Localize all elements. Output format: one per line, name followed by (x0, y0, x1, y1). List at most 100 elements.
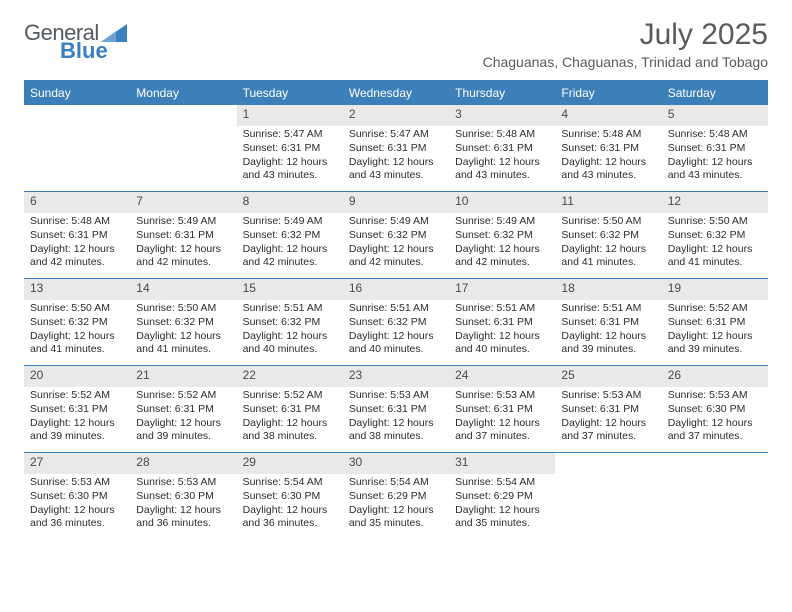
daylight-text: Daylight: 12 hours and 43 minutes. (349, 156, 443, 184)
sunrise-text: Sunrise: 5:50 AM (136, 302, 230, 316)
sunset-text: Sunset: 6:31 PM (30, 229, 124, 243)
day-number: 10 (449, 192, 555, 213)
calendar-cell: 15Sunrise: 5:51 AMSunset: 6:32 PMDayligh… (237, 279, 343, 365)
sunrise-text: Sunrise: 5:49 AM (243, 215, 337, 229)
day-number (662, 453, 768, 458)
daylight-text: Daylight: 12 hours and 38 minutes. (243, 417, 337, 445)
logo-text-block: General Blue (24, 22, 127, 62)
daylight-text: Daylight: 12 hours and 42 minutes. (30, 243, 124, 271)
daylight-text: Daylight: 12 hours and 35 minutes. (349, 504, 443, 532)
sunrise-text: Sunrise: 5:50 AM (30, 302, 124, 316)
calendar-cell: 17Sunrise: 5:51 AMSunset: 6:31 PMDayligh… (449, 279, 555, 365)
calendar-cell: 28Sunrise: 5:53 AMSunset: 6:30 PMDayligh… (130, 453, 236, 539)
day-data: Sunrise: 5:47 AMSunset: 6:31 PMDaylight:… (343, 126, 449, 187)
sunrise-text: Sunrise: 5:47 AM (243, 128, 337, 142)
daylight-text: Daylight: 12 hours and 41 minutes. (30, 330, 124, 358)
daylight-text: Daylight: 12 hours and 43 minutes. (561, 156, 655, 184)
day-number: 7 (130, 192, 236, 213)
sunrise-text: Sunrise: 5:48 AM (561, 128, 655, 142)
sunset-text: Sunset: 6:32 PM (561, 229, 655, 243)
sunset-text: Sunset: 6:31 PM (349, 142, 443, 156)
calendar-cell: 27Sunrise: 5:53 AMSunset: 6:30 PMDayligh… (24, 453, 130, 539)
sunrise-text: Sunrise: 5:52 AM (668, 302, 762, 316)
calendar-week: 27Sunrise: 5:53 AMSunset: 6:30 PMDayligh… (24, 452, 768, 539)
calendar-cell: 10Sunrise: 5:49 AMSunset: 6:32 PMDayligh… (449, 192, 555, 278)
sunrise-text: Sunrise: 5:51 AM (455, 302, 549, 316)
calendar-cell: 29Sunrise: 5:54 AMSunset: 6:30 PMDayligh… (237, 453, 343, 539)
day-header-row: Sunday Monday Tuesday Wednesday Thursday… (24, 82, 768, 105)
daylight-text: Daylight: 12 hours and 35 minutes. (455, 504, 549, 532)
day-header-thursday: Thursday (449, 82, 555, 105)
day-number: 31 (449, 453, 555, 474)
day-data: Sunrise: 5:48 AMSunset: 6:31 PMDaylight:… (449, 126, 555, 187)
day-number: 30 (343, 453, 449, 474)
header: General Blue July 2025 Chaguanas, Chagua… (24, 18, 768, 70)
daylight-text: Daylight: 12 hours and 36 minutes. (30, 504, 124, 532)
day-header-sunday: Sunday (24, 82, 130, 105)
sunset-text: Sunset: 6:31 PM (561, 142, 655, 156)
sunrise-text: Sunrise: 5:48 AM (455, 128, 549, 142)
day-data: Sunrise: 5:53 AMSunset: 6:31 PMDaylight:… (555, 387, 661, 448)
day-data: Sunrise: 5:53 AMSunset: 6:31 PMDaylight:… (449, 387, 555, 448)
sunset-text: Sunset: 6:31 PM (668, 316, 762, 330)
sunset-text: Sunset: 6:31 PM (136, 403, 230, 417)
day-number: 25 (555, 366, 661, 387)
daylight-text: Daylight: 12 hours and 39 minutes. (561, 330, 655, 358)
day-number (130, 105, 236, 110)
sunset-text: Sunset: 6:32 PM (455, 229, 549, 243)
location-text: Chaguanas, Chaguanas, Trinidad and Tobag… (483, 54, 768, 70)
day-data: Sunrise: 5:53 AMSunset: 6:31 PMDaylight:… (343, 387, 449, 448)
day-number: 1 (237, 105, 343, 126)
calendar-week: 13Sunrise: 5:50 AMSunset: 6:32 PMDayligh… (24, 278, 768, 365)
daylight-text: Daylight: 12 hours and 41 minutes. (136, 330, 230, 358)
day-number: 18 (555, 279, 661, 300)
sunrise-text: Sunrise: 5:47 AM (349, 128, 443, 142)
sunrise-text: Sunrise: 5:49 AM (136, 215, 230, 229)
daylight-text: Daylight: 12 hours and 40 minutes. (243, 330, 337, 358)
sunrise-text: Sunrise: 5:51 AM (243, 302, 337, 316)
sunrise-text: Sunrise: 5:48 AM (30, 215, 124, 229)
calendar-cell: 8Sunrise: 5:49 AMSunset: 6:32 PMDaylight… (237, 192, 343, 278)
sunset-text: Sunset: 6:31 PM (243, 142, 337, 156)
sunset-text: Sunset: 6:32 PM (668, 229, 762, 243)
logo: General Blue (24, 22, 127, 62)
day-header-wednesday: Wednesday (343, 82, 449, 105)
calendar-cell: 7Sunrise: 5:49 AMSunset: 6:31 PMDaylight… (130, 192, 236, 278)
day-data: Sunrise: 5:52 AMSunset: 6:31 PMDaylight:… (24, 387, 130, 448)
day-number: 21 (130, 366, 236, 387)
day-data: Sunrise: 5:51 AMSunset: 6:31 PMDaylight:… (555, 300, 661, 361)
sunrise-text: Sunrise: 5:53 AM (349, 389, 443, 403)
daylight-text: Daylight: 12 hours and 39 minutes. (136, 417, 230, 445)
sunrise-text: Sunrise: 5:51 AM (561, 302, 655, 316)
day-number: 2 (343, 105, 449, 126)
calendar: Sunday Monday Tuesday Wednesday Thursday… (24, 80, 768, 539)
sunrise-text: Sunrise: 5:52 AM (30, 389, 124, 403)
sunset-text: Sunset: 6:31 PM (668, 142, 762, 156)
daylight-text: Daylight: 12 hours and 42 minutes. (455, 243, 549, 271)
calendar-cell: 24Sunrise: 5:53 AMSunset: 6:31 PMDayligh… (449, 366, 555, 452)
day-header-tuesday: Tuesday (237, 82, 343, 105)
daylight-text: Daylight: 12 hours and 38 minutes. (349, 417, 443, 445)
sunrise-text: Sunrise: 5:48 AM (668, 128, 762, 142)
calendar-week: 6Sunrise: 5:48 AMSunset: 6:31 PMDaylight… (24, 191, 768, 278)
daylight-text: Daylight: 12 hours and 39 minutes. (30, 417, 124, 445)
calendar-cell (662, 453, 768, 539)
sunrise-text: Sunrise: 5:54 AM (349, 476, 443, 490)
calendar-cell: 26Sunrise: 5:53 AMSunset: 6:30 PMDayligh… (662, 366, 768, 452)
page: General Blue July 2025 Chaguanas, Chagua… (0, 0, 792, 539)
sunrise-text: Sunrise: 5:53 AM (30, 476, 124, 490)
sunrise-text: Sunrise: 5:53 AM (136, 476, 230, 490)
sunset-text: Sunset: 6:31 PM (455, 316, 549, 330)
day-data: Sunrise: 5:52 AMSunset: 6:31 PMDaylight:… (130, 387, 236, 448)
day-data: Sunrise: 5:49 AMSunset: 6:32 PMDaylight:… (237, 213, 343, 274)
calendar-cell: 5Sunrise: 5:48 AMSunset: 6:31 PMDaylight… (662, 105, 768, 191)
daylight-text: Daylight: 12 hours and 43 minutes. (455, 156, 549, 184)
sunrise-text: Sunrise: 5:54 AM (243, 476, 337, 490)
calendar-week: 1Sunrise: 5:47 AMSunset: 6:31 PMDaylight… (24, 105, 768, 191)
sunset-text: Sunset: 6:30 PM (30, 490, 124, 504)
day-data: Sunrise: 5:53 AMSunset: 6:30 PMDaylight:… (130, 474, 236, 535)
daylight-text: Daylight: 12 hours and 42 minutes. (349, 243, 443, 271)
sunset-text: Sunset: 6:31 PM (136, 229, 230, 243)
sunset-text: Sunset: 6:32 PM (243, 229, 337, 243)
daylight-text: Daylight: 12 hours and 36 minutes. (243, 504, 337, 532)
